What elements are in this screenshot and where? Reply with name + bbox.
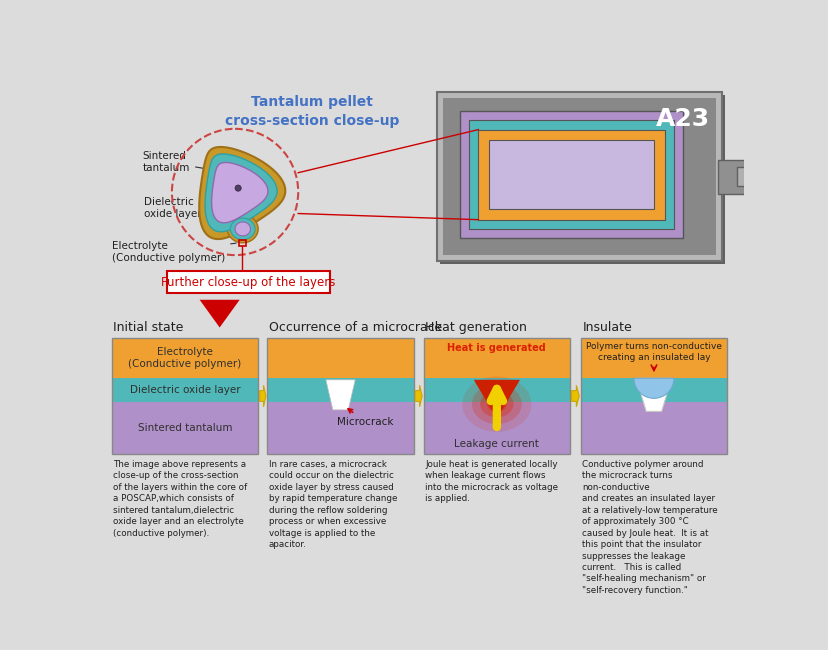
Polygon shape <box>570 385 579 407</box>
Text: Insulate: Insulate <box>581 320 631 333</box>
Text: Tantalum pellet
cross-section close-up: Tantalum pellet cross-section close-up <box>224 95 399 129</box>
Polygon shape <box>415 385 421 407</box>
Bar <box>267 338 413 454</box>
Polygon shape <box>199 147 285 239</box>
Text: Electrolyte
(Conductive polymer): Electrolyte (Conductive polymer) <box>128 348 241 369</box>
Text: Dielectric
oxide layer: Dielectric oxide layer <box>144 198 219 219</box>
Bar <box>736 167 748 186</box>
Bar <box>423 338 570 454</box>
Text: Occurrence of a microcrack: Occurrence of a microcrack <box>268 320 441 333</box>
Bar <box>112 338 258 454</box>
Circle shape <box>235 185 241 191</box>
Ellipse shape <box>479 391 513 417</box>
Bar <box>717 160 757 194</box>
Polygon shape <box>200 300 239 328</box>
Bar <box>440 95 724 265</box>
Bar <box>112 338 258 378</box>
Polygon shape <box>473 380 519 419</box>
Bar <box>267 378 413 402</box>
Bar <box>267 402 413 454</box>
Text: Heat generation: Heat generation <box>425 320 527 333</box>
Bar <box>580 338 726 378</box>
Bar <box>469 120 673 229</box>
Bar <box>423 378 570 402</box>
Bar <box>460 111 682 238</box>
Text: A23: A23 <box>655 107 710 131</box>
Polygon shape <box>635 378 671 411</box>
Text: Microcrack: Microcrack <box>336 409 393 427</box>
Text: Sintered tantalum: Sintered tantalum <box>137 423 232 433</box>
Text: Polymer turns non-conductive
creating an insulated lay: Polymer turns non-conductive creating an… <box>585 342 721 362</box>
Ellipse shape <box>462 376 531 432</box>
Text: Conductive polymer around
the microcrack turns
non-conductive
and creates an ins: Conductive polymer around the microcrack… <box>581 460 717 595</box>
Polygon shape <box>230 218 255 240</box>
Bar <box>436 92 721 261</box>
Wedge shape <box>633 378 673 398</box>
Polygon shape <box>259 385 266 407</box>
Text: Sintered
tantalum: Sintered tantalum <box>142 151 226 173</box>
Text: Leakage current: Leakage current <box>454 439 539 449</box>
Text: Further close-up of the layers: Further close-up of the layers <box>161 276 335 289</box>
Bar <box>489 140 653 209</box>
Polygon shape <box>325 380 354 410</box>
Bar <box>423 402 570 454</box>
Text: In rare cases, a microcrack
could occur on the dielectric
oxide layer by stress : In rare cases, a microcrack could occur … <box>268 460 397 549</box>
Text: Heat is generated: Heat is generated <box>447 343 546 353</box>
Bar <box>442 98 715 255</box>
Bar <box>238 240 246 246</box>
Bar <box>112 378 258 402</box>
Text: Dielectric oxide layer: Dielectric oxide layer <box>129 385 240 395</box>
Bar <box>478 129 664 220</box>
Bar <box>580 378 726 402</box>
Bar <box>112 402 258 454</box>
FancyBboxPatch shape <box>166 271 330 293</box>
Ellipse shape <box>487 396 506 412</box>
Bar <box>580 402 726 454</box>
Ellipse shape <box>471 384 521 424</box>
Text: Joule heat is generated locally
when leakage current flows
into the microcrack a: Joule heat is generated locally when lea… <box>425 460 557 503</box>
Polygon shape <box>235 222 250 236</box>
Text: The image above represents a
close-up of the cross-section
of the layers within : The image above represents a close-up of… <box>113 460 248 538</box>
Bar <box>580 338 726 454</box>
Polygon shape <box>227 215 258 243</box>
Text: Electrolyte
(Conductive polymer): Electrolyte (Conductive polymer) <box>112 241 236 263</box>
Polygon shape <box>211 162 267 223</box>
Bar <box>267 338 413 378</box>
Text: Initial state: Initial state <box>113 320 184 333</box>
Polygon shape <box>205 154 277 232</box>
Bar <box>423 338 570 378</box>
